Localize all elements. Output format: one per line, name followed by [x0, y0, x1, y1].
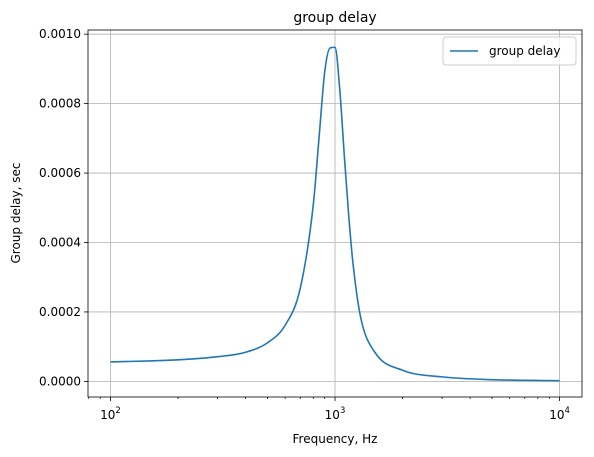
series-line-group-delay: [110, 46, 560, 382]
chart-title: group delay: [293, 10, 376, 26]
grid: [88, 30, 582, 397]
y-tick-label: 0.0006: [39, 166, 81, 180]
x-tick-base: 10: [325, 408, 340, 422]
x-tick-exponent: 2: [115, 406, 120, 416]
y-tick-label: 0.0002: [39, 305, 81, 319]
series-layer: [110, 46, 560, 382]
x-tick-base: 10: [100, 408, 115, 422]
x-tick-label: 102: [100, 406, 121, 422]
y-axis: 0.0000 0.0002 0.0004 0.0006 0.0008 0.0010: [39, 27, 88, 388]
y-tick-label: 0.0008: [39, 97, 81, 111]
x-axis-title: Frequency, Hz: [293, 432, 378, 446]
x-tick-base: 10: [549, 408, 564, 422]
x-tick-label: 104: [549, 406, 570, 422]
x-axis: 102 103 104: [88, 397, 570, 422]
x-tick-exponent: 3: [340, 406, 345, 416]
legend-box: [442, 36, 577, 66]
y-tick-label: 0.0000: [39, 374, 81, 388]
legend: group delay: [442, 36, 577, 66]
x-tick-exponent: 4: [564, 406, 569, 416]
x-tick-label: 103: [325, 406, 346, 422]
y-tick-label: 0.0004: [39, 235, 81, 249]
y-tick-label: 0.0010: [39, 27, 81, 41]
y-axis-title: Group delay, sec: [9, 163, 23, 264]
legend-label: group delay: [489, 44, 560, 58]
